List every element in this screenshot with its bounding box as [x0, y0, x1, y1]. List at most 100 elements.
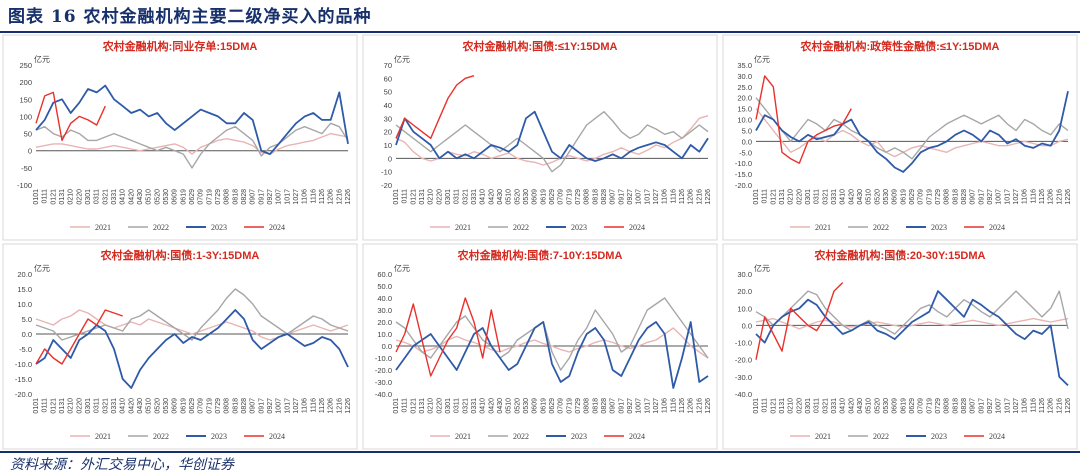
x-tick-label: 0719	[926, 398, 933, 414]
chart-frame	[2, 34, 358, 241]
x-tick-label: 1126	[679, 398, 686, 413]
x-tick-label: 0729	[935, 189, 942, 205]
x-tick-label: 1126	[319, 189, 326, 204]
x-tick-label: 0331	[111, 189, 118, 205]
x-tick-label: 0210	[68, 398, 75, 414]
series-line-2021	[35, 132, 349, 155]
x-tick-label: 0619	[540, 189, 547, 205]
y-tick-label: 20.0	[17, 270, 32, 279]
unit-label: 亿元	[34, 54, 50, 64]
x-tick-label: 0410	[480, 398, 487, 414]
x-tick-label: 0420	[488, 398, 495, 414]
legend-label-2021: 2021	[95, 432, 111, 441]
x-tick-label: 0719	[206, 189, 213, 205]
chart-panel-3: 农村金融机构:政策性金融债:≤1Y:15DMA 亿元 -20.0 -15.0 -10.0…	[722, 34, 1078, 241]
x-tick-label: 1116	[670, 189, 677, 204]
chart-title: 农村金融机构:国债:20-30Y:15DMA	[814, 248, 986, 262]
y-tick-label: -15.0	[15, 375, 32, 384]
series-line-2022	[35, 288, 349, 341]
legend-label-2022: 2022	[873, 223, 889, 232]
x-tick-label: 0101	[33, 189, 40, 205]
x-tick-label: 0828	[961, 189, 968, 205]
x-tick-label: 1126	[679, 189, 686, 204]
y-tick-label: 5.0	[742, 126, 752, 135]
y-tick-label: 50.0	[377, 282, 392, 291]
y-tick-label: 0.0	[22, 330, 32, 339]
y-tick-label: -20.0	[735, 181, 752, 190]
footer-rule	[0, 451, 1080, 453]
series-line-2024	[755, 75, 852, 164]
x-tick-label: 1226	[705, 398, 712, 414]
x-tick-label: 0629	[189, 189, 196, 205]
x-tick-label: 1007	[276, 189, 283, 205]
x-tick-label: 0210	[788, 189, 795, 205]
x-tick-label: 0420	[848, 189, 855, 205]
y-tick-label: 0	[28, 147, 32, 156]
x-tick-label: 0331	[471, 398, 478, 414]
y-tick-label: 30.0	[737, 270, 752, 279]
x-tick-label: 1027	[1013, 398, 1020, 414]
legend-label-2024: 2024	[269, 432, 285, 441]
x-tick-label: 0321	[822, 189, 829, 205]
series-line-2022	[755, 290, 1069, 335]
x-tick-label: 1106	[662, 189, 669, 204]
x-tick-label: 1106	[1022, 189, 1029, 204]
legend-label-2022: 2022	[873, 432, 889, 441]
x-tick-label: 0828	[601, 189, 608, 205]
y-tick-label: 0.0	[742, 321, 752, 330]
y-tick-label: 40.0	[377, 294, 392, 303]
x-tick-label: 0609	[172, 398, 179, 414]
y-tick-label: -50	[21, 164, 32, 173]
legend-label-2021: 2021	[815, 432, 831, 441]
y-tick-label: 10.0	[17, 300, 32, 309]
x-tick-label: 0430	[857, 189, 864, 205]
x-tick-label: 0609	[532, 398, 539, 414]
y-tick-label: 20.0	[737, 287, 752, 296]
x-tick-label: 0410	[840, 398, 847, 414]
x-tick-label: 0709	[558, 398, 565, 414]
chart-frame	[362, 34, 718, 241]
chart-title: 农村金融机构:同业存单:15DMA	[102, 39, 258, 53]
series-line-2023	[755, 91, 1069, 173]
charts-grid: 农村金融机构:同业存单:15DMA亿元-100-5005010015020025…	[2, 34, 1078, 450]
x-tick-label: 0430	[497, 398, 504, 414]
x-tick-label: 0520	[874, 398, 881, 414]
x-tick-label: 0520	[514, 398, 521, 414]
x-tick-label: 0927	[267, 189, 274, 205]
x-tick-label: 0510	[146, 398, 153, 414]
x-tick-label: 0808	[584, 189, 591, 205]
x-tick-label: 0111	[402, 398, 409, 413]
x-tick-label: 1226	[345, 398, 352, 414]
x-tick-label: 1206	[1048, 398, 1055, 414]
x-tick-label: 0808	[584, 398, 591, 414]
x-tick-label: 0907	[970, 189, 977, 205]
x-tick-label: 1226	[345, 189, 352, 205]
x-tick-label: 1017	[284, 189, 291, 205]
x-tick-label: 0927	[267, 398, 274, 414]
x-tick-label: 0220	[76, 189, 83, 205]
x-tick-label: 0220	[76, 398, 83, 414]
x-tick-label: 0220	[436, 189, 443, 205]
x-tick-label: 0927	[987, 398, 994, 414]
x-tick-label: 0121	[50, 398, 57, 414]
series-line-2022	[35, 122, 349, 169]
y-tick-label: 40	[384, 101, 392, 110]
series-line-2024	[35, 91, 106, 142]
x-tick-label: 0131	[59, 398, 66, 414]
x-tick-label: 1126	[1039, 189, 1046, 204]
x-tick-label: 0818	[592, 398, 599, 414]
x-tick-label: 0729	[575, 189, 582, 205]
x-tick-label: 1106	[302, 189, 309, 204]
x-tick-label: 0629	[909, 398, 916, 414]
y-tick-label: 30	[384, 114, 392, 123]
x-tick-label: 0321	[822, 398, 829, 414]
x-tick-label: 1206	[328, 189, 335, 205]
x-tick-label: 0927	[627, 189, 634, 205]
series-line-2023	[35, 84, 349, 155]
x-tick-label: 1007	[636, 398, 643, 414]
x-tick-label: 0808	[224, 398, 231, 414]
x-tick-label: 1126	[1039, 398, 1046, 413]
y-tick-label: -40.0	[735, 390, 752, 399]
x-tick-label: 0828	[601, 398, 608, 414]
x-tick-label: 0131	[779, 189, 786, 205]
